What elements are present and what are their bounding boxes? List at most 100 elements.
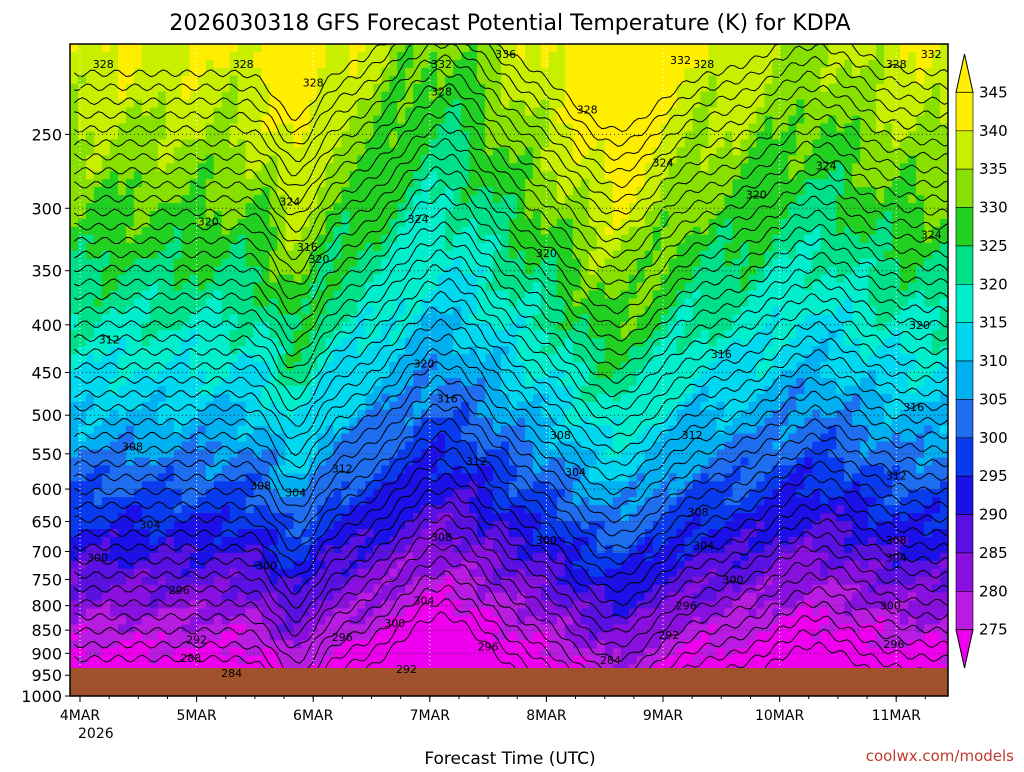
contour-label: 328 bbox=[693, 58, 714, 71]
colorbar-label: 305 bbox=[979, 390, 1008, 408]
contour-label: 300 bbox=[256, 560, 277, 573]
contour-label: 292 bbox=[396, 663, 417, 676]
chart-title: 2026030318 GFS Forecast Potential Temper… bbox=[169, 11, 850, 36]
contour-label: 304 bbox=[565, 466, 586, 479]
contour-label: 328 bbox=[886, 58, 907, 71]
contour-label: 304 bbox=[414, 595, 435, 608]
contour-label: 328 bbox=[303, 77, 324, 90]
colorbar-swatch bbox=[956, 169, 973, 207]
contour-label: 324 bbox=[408, 213, 429, 226]
contour-label: 304 bbox=[140, 519, 161, 532]
y-tick-label: 450 bbox=[31, 364, 62, 383]
colorbar-label: 275 bbox=[979, 621, 1008, 639]
y-tick-label: 700 bbox=[31, 543, 62, 562]
contour-label: 300 bbox=[87, 551, 108, 564]
y-tick-label: 650 bbox=[31, 512, 62, 531]
contour-label: 328 bbox=[233, 58, 254, 71]
contour-label: 300 bbox=[536, 534, 557, 547]
contour-label: 320 bbox=[909, 319, 930, 332]
contour-label: 320 bbox=[746, 189, 767, 202]
contour-label: 312 bbox=[466, 455, 487, 468]
contour-label: 308 bbox=[431, 531, 452, 544]
colorbar-swatch bbox=[956, 361, 973, 399]
contour-label: 332 bbox=[670, 54, 691, 67]
x-tick-label: 7MAR bbox=[410, 708, 451, 724]
contour-label: 328 bbox=[431, 86, 452, 99]
y-tick-label: 600 bbox=[31, 480, 62, 499]
colorbar-label: 285 bbox=[979, 544, 1008, 562]
colorbar-swatch bbox=[956, 92, 973, 130]
y-tick-label: 500 bbox=[31, 406, 62, 425]
contour-label: 324 bbox=[816, 160, 837, 173]
contour-label: 296 bbox=[883, 638, 904, 651]
colorbar-label: 280 bbox=[979, 582, 1008, 600]
colorbar-swatch bbox=[956, 399, 973, 437]
contour-label: 320 bbox=[536, 247, 557, 260]
x-axis-title: Forecast Time (UTC) bbox=[424, 749, 595, 768]
contour-label: 284 bbox=[221, 667, 242, 680]
contour-label: 288 bbox=[180, 652, 201, 665]
colorbar: 3453403353303253203153103053002952902852… bbox=[956, 54, 1008, 668]
contour-label: 296 bbox=[478, 641, 499, 654]
colorbar-swatch bbox=[956, 131, 973, 169]
colorbar-swatch bbox=[956, 208, 973, 246]
colorbar-label: 340 bbox=[979, 122, 1008, 140]
y-tick-label: 800 bbox=[31, 597, 62, 616]
colorbar-swatch bbox=[956, 553, 973, 591]
contour-label: 292 bbox=[658, 629, 679, 642]
ground-surface bbox=[70, 668, 948, 696]
contour-label: 284 bbox=[600, 654, 621, 667]
colorbar-swatch bbox=[956, 284, 973, 322]
colorbar-label: 300 bbox=[979, 429, 1008, 447]
contour-label: 312 bbox=[886, 469, 907, 482]
colorbar-label: 310 bbox=[979, 352, 1008, 370]
contour-label: 308 bbox=[688, 506, 709, 519]
colorbar-top-arrow bbox=[956, 54, 973, 92]
colorbar-swatch bbox=[956, 438, 973, 476]
contour-label: 308 bbox=[886, 534, 907, 547]
colorbar-swatch bbox=[956, 515, 973, 553]
contour-label: 304 bbox=[285, 486, 306, 499]
credit-link[interactable]: coolwx.com/models bbox=[866, 747, 1014, 765]
colorbar-label: 315 bbox=[979, 314, 1008, 332]
x-tick-label: 8MAR bbox=[526, 708, 567, 724]
x-tick-label: 9MAR bbox=[643, 708, 684, 724]
contour-label: 316 bbox=[711, 348, 732, 361]
contour-label: 328 bbox=[93, 58, 114, 71]
contour-label: 324 bbox=[279, 195, 300, 208]
contour-label: 300 bbox=[880, 600, 901, 613]
colorbar-label: 295 bbox=[979, 467, 1008, 485]
contour-label: 320 bbox=[198, 216, 219, 229]
colorbar-bottom-arrow bbox=[956, 630, 973, 668]
x-tick-label: 10MAR bbox=[755, 708, 804, 724]
y-tick-label: 1000 bbox=[21, 687, 62, 706]
contour-label: 336 bbox=[495, 48, 516, 61]
contour-label: 324 bbox=[653, 157, 674, 170]
colorbar-label: 345 bbox=[979, 83, 1008, 101]
colorbar-label: 290 bbox=[979, 506, 1008, 524]
contour-label: 332 bbox=[431, 58, 452, 71]
contour-label: 292 bbox=[186, 634, 207, 647]
contour-label: 308 bbox=[250, 480, 271, 493]
contour-label: 300 bbox=[723, 574, 744, 587]
y-tick-label: 400 bbox=[31, 316, 62, 335]
contour-label: 320 bbox=[414, 357, 435, 370]
colorbar-swatch bbox=[956, 476, 973, 514]
contour-label: 312 bbox=[682, 429, 703, 442]
contour-label: 316 bbox=[297, 241, 318, 254]
contour-label: 300 bbox=[384, 617, 405, 630]
colorbar-label: 335 bbox=[979, 160, 1008, 178]
x-tick-label: 11MAR bbox=[872, 708, 921, 724]
y-tick-label: 350 bbox=[31, 262, 62, 281]
contour-label: 312 bbox=[99, 334, 120, 347]
y-tick-label: 900 bbox=[31, 644, 62, 663]
y-tick-label: 250 bbox=[31, 125, 62, 144]
contour-label: 296 bbox=[169, 584, 190, 597]
x-tick-label: 5MAR bbox=[176, 708, 217, 724]
contour-label: 304 bbox=[693, 540, 714, 553]
contour-label: 320 bbox=[309, 253, 330, 266]
contour-label: 296 bbox=[332, 631, 353, 644]
